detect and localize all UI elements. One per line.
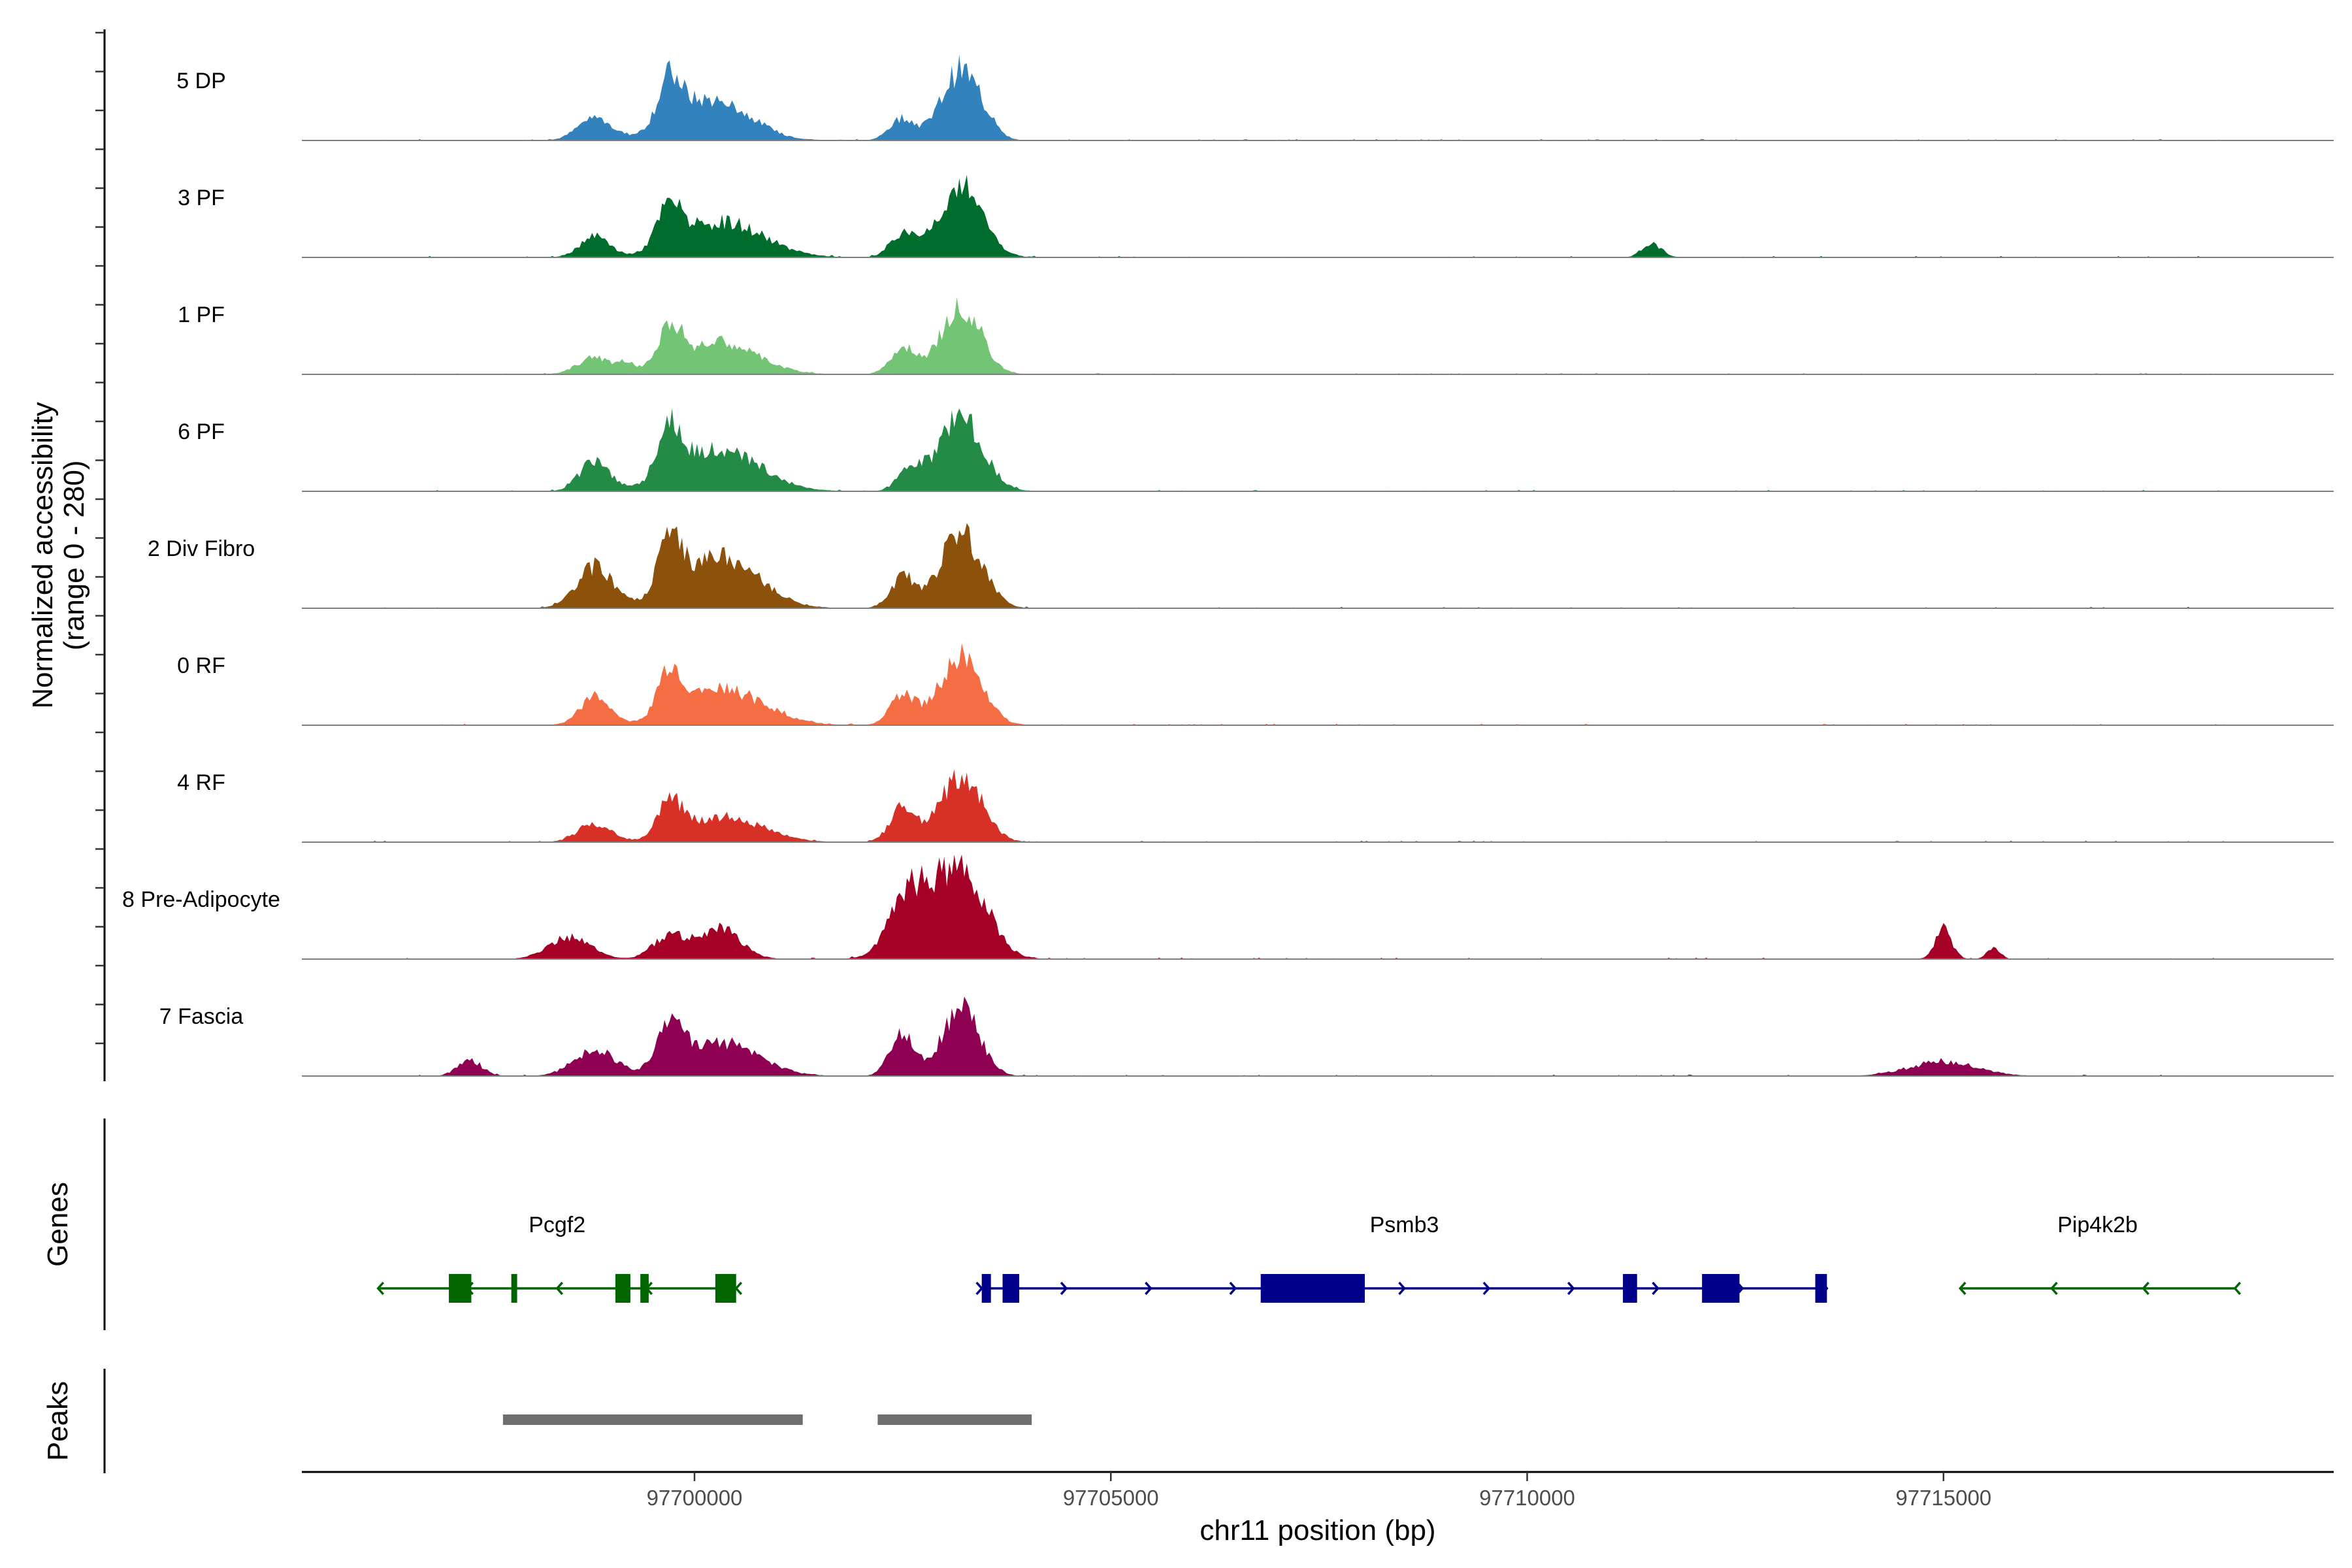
track-label: 5 DP xyxy=(176,69,226,93)
x-tick-label: 97705000 xyxy=(1063,1486,1159,1510)
gene-label: Pip4k2b xyxy=(2057,1213,2138,1237)
coverage-track: 7 Fascia xyxy=(159,996,2334,1077)
gene: Pip4k2b xyxy=(1958,1213,2242,1296)
gene-exon xyxy=(1815,1274,1827,1303)
y-axis-title: Normalized accessibility xyxy=(27,402,59,708)
gene: Psmb3 xyxy=(975,1213,1829,1303)
strand-arrow xyxy=(734,1281,743,1296)
gene-exon xyxy=(1623,1274,1637,1303)
coverage-area xyxy=(369,297,2227,374)
strand-arrow xyxy=(2233,1281,2242,1296)
coverage-tracks: 5 DP 3 PF 1 PF 6 PF 2 Div Fibro 0 RF 4 RF 8 Pre… xyxy=(122,54,2334,1077)
x-axis-ticks: 97700000 97705000 97710000 97715000 xyxy=(647,1472,1991,1510)
strand-arrow xyxy=(2050,1281,2058,1296)
gene-exon xyxy=(1002,1274,1020,1303)
x-axis-title: chr11 position (bp) xyxy=(1200,1514,1435,1546)
genes-panel-title: Genes xyxy=(42,1182,74,1267)
coverage-area xyxy=(369,769,2227,842)
coverage-area xyxy=(369,643,2227,725)
coverage-track: 1 PF xyxy=(178,297,2334,375)
x-tick-label: 97715000 xyxy=(1895,1486,1991,1510)
coverage-area xyxy=(369,996,2227,1076)
coverage-track: 2 Div Fibro xyxy=(148,523,2334,609)
gene-exon xyxy=(715,1274,736,1303)
coverage-y-ticks xyxy=(95,31,105,1045)
x-tick-label: 97710000 xyxy=(1479,1486,1575,1510)
gene-annotations: Pcgf2 Psmb3 Pip4k2b xyxy=(376,1213,2242,1303)
coverage-track: 4 RF xyxy=(177,769,2334,843)
peaks-panel-title: Peaks xyxy=(42,1381,74,1461)
coverage-area xyxy=(369,54,2227,140)
strand-arrow xyxy=(376,1281,384,1296)
track-label: 4 RF xyxy=(177,770,225,795)
strand-arrow xyxy=(1567,1281,1575,1296)
coverage-track: 0 RF xyxy=(177,643,2334,726)
track-label: 2 Div Fibro xyxy=(148,536,255,561)
coverage-track: 3 PF xyxy=(178,174,2334,258)
peak-region xyxy=(877,1414,1032,1425)
y-axis-subtitle: (range 0 - 280) xyxy=(58,460,90,650)
peak-region xyxy=(502,1414,803,1425)
strand-arrow xyxy=(1229,1281,1237,1296)
coverage-area xyxy=(369,408,2227,491)
strand-arrow xyxy=(975,1281,984,1296)
track-label: 7 Fascia xyxy=(159,1004,244,1029)
coverage-area xyxy=(369,855,2227,959)
peak-regions xyxy=(502,1414,1032,1425)
track-label: 3 PF xyxy=(178,186,225,210)
strand-arrow xyxy=(1958,1281,1967,1296)
gene-exon xyxy=(981,1274,991,1303)
gene-exon xyxy=(1260,1274,1365,1303)
coverage-track: 5 DP xyxy=(176,54,2334,141)
strand-arrow xyxy=(2142,1281,2149,1296)
strand-arrow xyxy=(1145,1281,1152,1296)
track-label: 0 RF xyxy=(177,653,225,678)
strand-arrow xyxy=(1652,1281,1659,1296)
gene-exon xyxy=(640,1274,649,1303)
strand-arrow xyxy=(1060,1281,1068,1296)
gene-exon xyxy=(511,1274,517,1303)
gene-label: Pcgf2 xyxy=(529,1213,585,1237)
strand-arrow xyxy=(1398,1281,1406,1296)
gene: Pcgf2 xyxy=(376,1213,743,1303)
coverage-track: 8 Pre-Adipocyte xyxy=(122,855,2334,960)
coverage-area xyxy=(369,174,2227,257)
track-label: 1 PF xyxy=(178,302,225,327)
track-label: 8 Pre-Adipocyte xyxy=(122,887,280,912)
gene-label: Psmb3 xyxy=(1370,1213,1439,1237)
x-tick-label: 97700000 xyxy=(647,1486,743,1510)
coverage-area xyxy=(369,523,2227,608)
track-label: 6 PF xyxy=(178,419,225,444)
strand-arrow xyxy=(555,1281,564,1296)
gene-exon xyxy=(615,1274,630,1303)
coverage-track: 6 PF xyxy=(178,408,2334,492)
strand-arrow xyxy=(1482,1281,1491,1296)
gene-exon xyxy=(449,1274,472,1303)
gene-exon xyxy=(1702,1274,1740,1303)
